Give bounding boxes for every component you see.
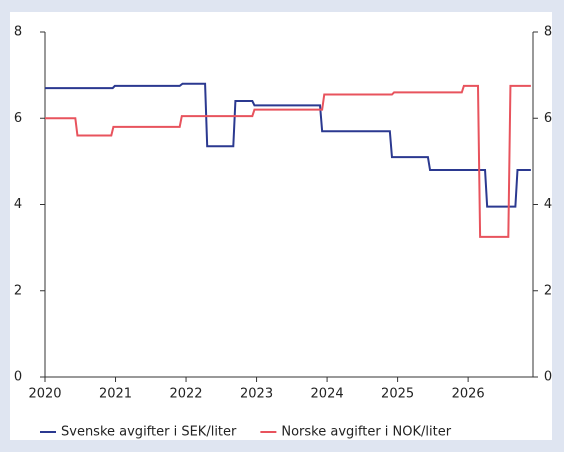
series-line (45, 84, 531, 238)
y2-tick-label: 4 (544, 197, 552, 212)
legend-label: Svenske avgifter i SEK/liter (61, 425, 237, 440)
y2-tick-label: 6 (544, 111, 552, 126)
x-tick-label: 2026 (452, 387, 485, 402)
y-tick-label: 2 (14, 283, 22, 298)
x-tick-label: 2023 (240, 387, 273, 402)
x-tick-label: 2020 (28, 387, 61, 402)
y2-tick-label: 8 (544, 25, 552, 40)
legend-label: Norske avgifter i NOK/liter (281, 425, 451, 440)
panel (10, 12, 552, 440)
x-tick-label: 2022 (169, 387, 202, 402)
y-tick-label: 0 (14, 370, 22, 385)
series-line (45, 82, 531, 208)
y2-tick-label: 0 (544, 370, 552, 385)
x-tick-label: 2024 (311, 387, 344, 402)
y-tick-label: 6 (14, 111, 22, 126)
x-tick-label: 2025 (381, 387, 414, 402)
y2-tick-label: 2 (544, 283, 552, 298)
y-tick-label: 8 (14, 25, 22, 40)
y-tick-label: 4 (14, 197, 22, 212)
x-tick-label: 2021 (99, 387, 132, 402)
